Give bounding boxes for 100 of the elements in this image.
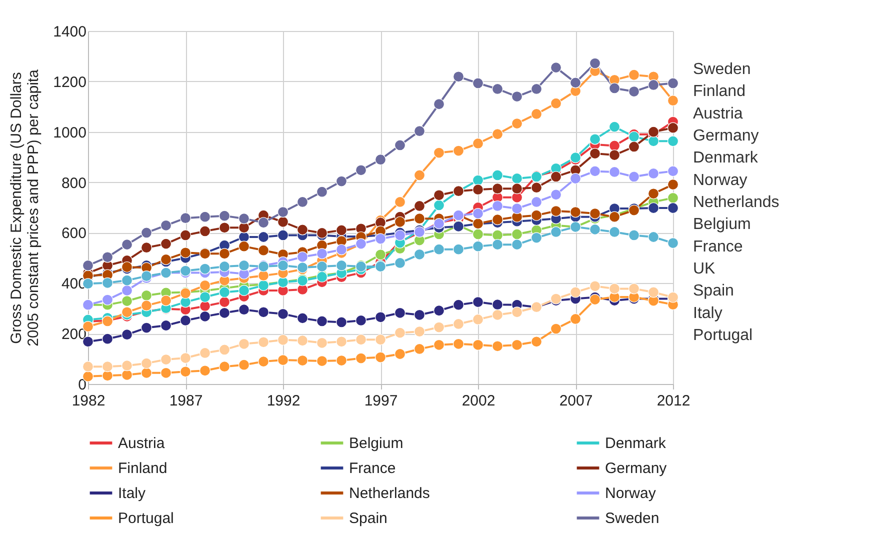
point: [648, 136, 660, 147]
point: [550, 205, 562, 217]
legend-label: France: [349, 460, 396, 477]
point: [218, 286, 230, 298]
point: [238, 213, 250, 224]
point: [492, 128, 504, 140]
point: [492, 239, 504, 250]
legend-label: Portugal: [118, 510, 174, 527]
point: [238, 338, 250, 350]
point: [472, 240, 484, 252]
point: [570, 313, 582, 324]
point: [355, 334, 367, 346]
x-tick-label: 2012: [656, 392, 690, 410]
point: [570, 77, 582, 88]
point: [472, 78, 484, 89]
point: [121, 306, 133, 318]
legend-label: Denmark: [605, 435, 666, 452]
text: Belgium: [693, 216, 751, 234]
point: [277, 260, 289, 272]
point: [511, 91, 523, 102]
x-tick-label: 2002: [462, 392, 496, 410]
point: [199, 211, 211, 222]
point: [102, 370, 114, 382]
point: [336, 336, 348, 348]
y-axis-title: Gross Domestic Expenditure (US Dollars 2005 constant prices and PPP) per capita: [8, 68, 42, 346]
point: [608, 82, 620, 94]
point: [511, 118, 523, 130]
point: [589, 166, 601, 177]
point: [199, 347, 211, 359]
point: [472, 314, 484, 325]
point: [530, 196, 542, 208]
point: [218, 361, 230, 372]
point: [433, 147, 445, 158]
point: [414, 213, 426, 224]
point: [628, 141, 640, 152]
point: [277, 216, 289, 228]
point: [238, 359, 250, 370]
text: Finland: [693, 83, 746, 100]
point: [414, 309, 426, 320]
point: [570, 286, 582, 298]
point: [492, 309, 504, 320]
point: [140, 300, 152, 312]
point: [550, 189, 562, 200]
point: [648, 202, 660, 214]
legend-label: Spain: [349, 510, 388, 527]
text: Denmark: [693, 150, 759, 167]
point: [472, 296, 484, 308]
point: [160, 220, 172, 231]
point: [140, 242, 152, 254]
legend-label: Finland: [118, 460, 168, 477]
point: [140, 358, 152, 369]
point: [628, 86, 640, 98]
legend-label: Germany: [605, 460, 668, 477]
point: [160, 238, 172, 250]
point: [511, 172, 523, 184]
point: [296, 196, 308, 208]
point: [452, 145, 464, 156]
point: [121, 284, 133, 296]
text: Germany: [693, 128, 759, 144]
point: [414, 343, 426, 354]
point: [336, 224, 348, 236]
point: [394, 230, 406, 241]
point: [589, 148, 601, 160]
point: [355, 164, 367, 176]
point: [550, 323, 562, 334]
point: [218, 210, 230, 222]
point: [394, 216, 406, 228]
point: [492, 183, 504, 194]
point: [180, 366, 192, 378]
point: [492, 230, 504, 241]
point: [160, 254, 172, 265]
point: [452, 299, 464, 310]
point: [667, 78, 679, 89]
point: [258, 231, 270, 243]
point: [648, 126, 660, 138]
point: [667, 122, 679, 134]
point: [82, 361, 94, 372]
y-tick-label: 800: [61, 174, 86, 192]
point: [258, 244, 270, 256]
point: [121, 274, 133, 286]
point: [140, 290, 152, 302]
point: [550, 98, 562, 109]
point: [492, 200, 504, 212]
text: Spain: [693, 282, 734, 300]
point: [530, 182, 542, 194]
point: [394, 196, 406, 208]
point: [160, 367, 172, 378]
point: [121, 296, 133, 307]
point: [180, 296, 192, 308]
point: [648, 231, 660, 243]
point: [160, 354, 172, 366]
point: [472, 208, 484, 220]
point: [589, 294, 601, 306]
point: [570, 172, 582, 184]
point: [296, 224, 308, 236]
point: [258, 306, 270, 318]
point: [336, 316, 348, 328]
point: [258, 217, 270, 228]
point: [492, 214, 504, 226]
point: [589, 224, 601, 235]
